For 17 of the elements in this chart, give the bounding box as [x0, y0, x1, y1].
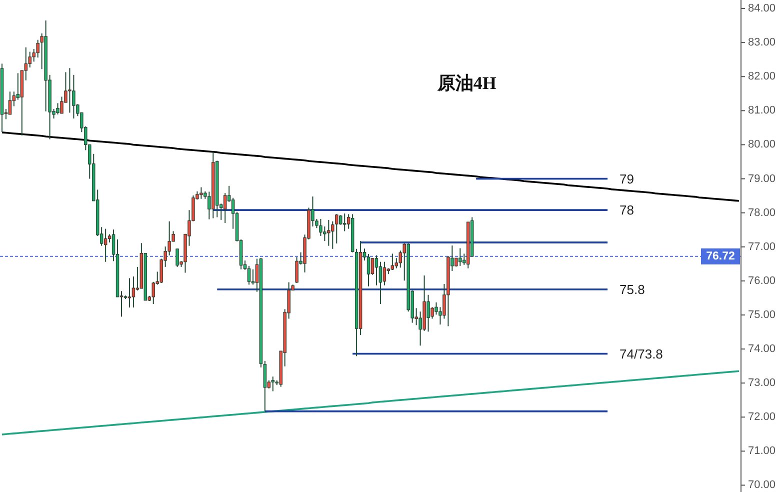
y-tick-label: 70.00	[748, 479, 776, 492]
y-tick-label: 78.00	[748, 206, 776, 219]
y-tick-label: 84.00	[748, 2, 776, 15]
y-tick-label: 81.00	[748, 104, 776, 117]
y-tick-label: 75.00	[748, 308, 776, 321]
y-tick-label: 83.00	[748, 36, 776, 49]
title: 原油4H	[437, 73, 496, 93]
ref-line-label: 76.72	[706, 250, 735, 262]
y-tick-label: 77.00	[748, 240, 776, 253]
y-tick-label: 72.00	[748, 411, 776, 424]
y-tick-label: 74.00	[748, 342, 776, 355]
y-tick-label: 79.00	[748, 172, 776, 185]
y-tick-label: 80.00	[748, 138, 776, 151]
y-tick-label: 71.00	[748, 445, 776, 458]
y-tick-label: 82.00	[748, 70, 776, 83]
y-tick-label: 76.00	[748, 274, 776, 287]
y-tick-label: 73.00	[748, 377, 776, 390]
